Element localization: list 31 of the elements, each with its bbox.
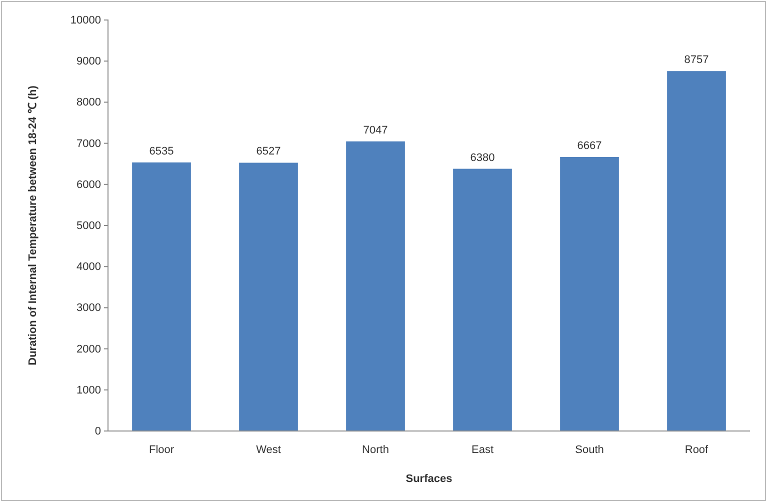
x-axis-title: Surfaces [406,473,452,485]
data-label: 8757 [684,54,709,66]
bar [667,71,726,431]
data-label: 6667 [577,140,602,152]
y-tick-label: 9000 [76,56,101,68]
data-label: 6380 [470,152,495,164]
y-tick-label: 3000 [76,302,101,314]
y-tick-label: 4000 [76,261,101,274]
y-tick-label: 10000 [70,14,101,27]
bar [346,141,405,431]
y-tick-label: 0 [94,426,101,438]
bar [239,162,298,431]
x-tick-label: North [362,444,389,456]
data-label: 7047 [363,124,388,136]
data-label: 6535 [149,145,174,158]
y-tick-label: 6000 [76,178,101,191]
x-tick-label: Floor [148,444,174,456]
x-tick-label: South [575,444,604,456]
bar [560,156,619,431]
y-tick-label: 8000 [76,96,101,109]
data-label: 6527 [256,146,281,158]
y-tick-label: 1000 [76,384,101,396]
y-tick-label: 7000 [76,138,101,150]
bar [132,162,191,431]
y-tick-label: 2000 [76,343,101,356]
y-tick-label: 5000 [76,220,101,232]
x-tick-label: East [471,444,494,456]
y-axis-title: Duration of Internal Temperature between 18-24 ℃ (h) [27,85,39,366]
bar [453,168,512,431]
x-tick-label: West [256,444,281,456]
x-tick-label: Roof [684,444,710,456]
